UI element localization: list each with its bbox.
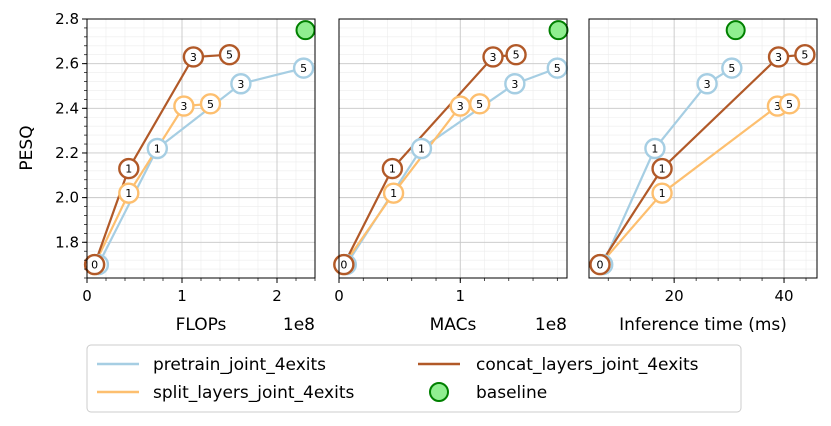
y-tick-label: 2.6 [55, 55, 79, 73]
y-tick-label: 2.8 [55, 10, 79, 28]
x-axis-label: Inference time (ms) [619, 315, 787, 335]
data-point-concat_layers_joint_4exits [767, 46, 790, 68]
data-label-split_layers_joint_4exits: 5 [786, 98, 793, 111]
data-label-concat_layers_joint_4exits: 1 [389, 163, 396, 176]
x-offset-text: 1e8 [535, 315, 567, 335]
data-point-pretrain_joint_4exits [696, 73, 718, 95]
data-point-concat_layers_joint_4exits [182, 46, 205, 68]
data-label-split_layers_joint_4exits: 5 [476, 98, 483, 111]
data-label-concat_layers_joint_4exits: 5 [801, 49, 808, 62]
data-point-concat_layers_joint_4exits [794, 44, 816, 66]
data-point-split_layers_joint_4exits [778, 93, 801, 115]
data-label-pretrain_joint_4exits: 5 [728, 62, 735, 75]
x-tick-label: 1 [177, 287, 187, 305]
data-point-concat_layers_joint_4exits [651, 157, 673, 180]
legend: pretrain_joint_4exits split_layers_joint… [86, 344, 742, 413]
data-point-concat_layers_joint_4exits [381, 157, 404, 180]
data-point-concat_layers_joint_4exits [83, 253, 106, 276]
data-point-concat_layers_joint_4exits [482, 46, 504, 68]
data-point-pretrain_joint_4exits [230, 73, 252, 95]
y-tick-label: 2.2 [55, 144, 79, 162]
series-line-concat_layers_joint_4exits [599, 53, 805, 266]
x-tick-label: 0 [334, 287, 344, 305]
data-point-pretrain_joint_4exits [644, 137, 666, 160]
x-tick-label: 20 [665, 287, 684, 305]
series-line-pretrain_joint_4exits [97, 67, 304, 266]
data-label-pretrain_joint_4exits: 1 [154, 143, 161, 156]
data-point-pretrain_joint_4exits [292, 57, 315, 79]
legend-marker-baseline [429, 382, 449, 402]
data-label-concat_layers_joint_4exits: 5 [226, 49, 233, 62]
data-label-pretrain_joint_4exits: 1 [651, 143, 658, 156]
x-offset-text: 1e8 [283, 315, 315, 335]
legend-label-baseline: baseline [476, 383, 547, 403]
series-line-pretrain_joint_4exits [601, 67, 733, 266]
panel-0: 0135013501350121.82.02.22.42.62.8FLOPs1e… [55, 10, 316, 335]
data-point-split_layers_joint_4exits [199, 93, 222, 115]
y-axis-label: PESQ [17, 125, 37, 170]
legend-label-pretrain: pretrain_joint_4exits [153, 355, 326, 375]
x-tick-label: 2 [272, 287, 282, 305]
data-label-split_layers_joint_4exits: 1 [125, 187, 132, 200]
data-label-split_layers_joint_4exits: 3 [457, 100, 464, 113]
baseline-point [725, 20, 746, 41]
data-label-concat_layers_joint_4exits: 0 [91, 259, 98, 272]
data-label-concat_layers_joint_4exits: 1 [659, 163, 666, 176]
data-point-concat_layers_joint_4exits [218, 44, 241, 66]
data-point-split_layers_joint_4exits [118, 182, 140, 204]
series-line-split_layers_joint_4exits [599, 102, 790, 266]
x-tick-label: 40 [774, 287, 793, 305]
data-label-concat_layers_joint_4exits: 3 [490, 51, 497, 64]
data-label-pretrain_joint_4exits: 3 [511, 78, 518, 91]
data-point-pretrain_joint_4exits [146, 137, 169, 160]
data-point-split_layers_joint_4exits [173, 95, 195, 117]
data-label-split_layers_joint_4exits: 3 [180, 100, 187, 113]
data-point-split_layers_joint_4exits [651, 182, 673, 204]
chart-panels: 0135013501350121.82.02.22.42.62.8FLOPs1e… [55, 10, 818, 335]
data-label-split_layers_joint_4exits: 1 [390, 187, 397, 200]
data-label-concat_layers_joint_4exits: 5 [513, 49, 520, 62]
data-point-concat_layers_joint_4exits [589, 253, 611, 276]
data-point-pretrain_joint_4exits [721, 57, 743, 79]
legend-frame [86, 344, 742, 413]
data-label-concat_layers_joint_4exits: 1 [125, 163, 132, 176]
series-line-pretrain_joint_4exits [345, 67, 558, 266]
data-label-concat_layers_joint_4exits: 0 [596, 259, 603, 272]
data-point-pretrain_joint_4exits [504, 73, 526, 95]
baseline-point [548, 20, 569, 41]
panel-1: 01350135013501MACs1e8 [333, 18, 569, 335]
x-tick-label: 0 [82, 287, 92, 305]
data-label-split_layers_joint_4exits: 3 [774, 100, 781, 113]
data-label-concat_layers_joint_4exits: 3 [775, 51, 782, 64]
data-point-pretrain_joint_4exits [410, 137, 433, 160]
data-point-concat_layers_joint_4exits [505, 44, 527, 66]
data-label-concat_layers_joint_4exits: 3 [190, 51, 197, 64]
legend-label-concat: concat_layers_joint_4exits [476, 355, 699, 375]
data-label-split_layers_joint_4exits: 5 [207, 98, 214, 111]
data-label-pretrain_joint_4exits: 3 [237, 78, 244, 91]
data-point-split_layers_joint_4exits [382, 182, 405, 204]
panel-2: 0135013501352040Inference time (ms) [588, 18, 818, 335]
axes-frame [588, 18, 818, 279]
series-line-concat_layers_joint_4exits [342, 53, 517, 266]
data-label-concat_layers_joint_4exits: 0 [340, 259, 347, 272]
data-label-pretrain_joint_4exits: 3 [704, 78, 711, 91]
axes-frame [338, 18, 568, 279]
legend-label-split: split_layers_joint_4exits [153, 383, 354, 403]
data-point-concat_layers_joint_4exits [118, 157, 140, 180]
x-axis-label: MACs [430, 315, 477, 335]
data-label-pretrain_joint_4exits: 5 [300, 62, 307, 75]
x-tick-label: 1 [456, 287, 466, 305]
data-label-split_layers_joint_4exits: 1 [659, 187, 666, 200]
data-label-pretrain_joint_4exits: 1 [418, 143, 425, 156]
y-tick-label: 1.8 [55, 233, 79, 251]
baseline-point [295, 20, 316, 41]
data-label-pretrain_joint_4exits: 5 [554, 62, 561, 75]
x-axis-label: FLOPs [176, 315, 227, 335]
y-tick-label: 2.0 [55, 189, 79, 207]
series-line-concat_layers_joint_4exits [93, 53, 230, 265]
data-point-split_layers_joint_4exits [468, 93, 491, 115]
y-tick-label: 2.4 [55, 99, 79, 117]
